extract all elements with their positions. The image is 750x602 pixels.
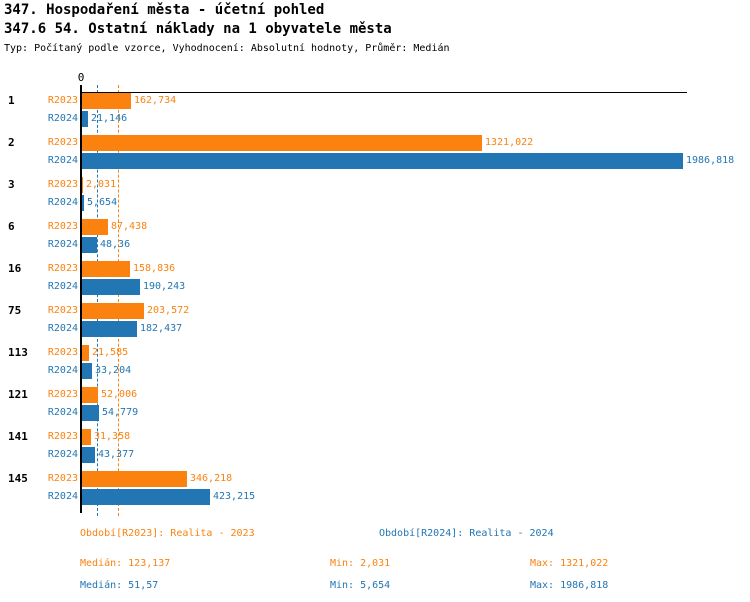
series-label-r2024: R2024 bbox=[47, 239, 78, 250]
stat-min-r2024: Min: 5,654 bbox=[330, 580, 391, 591]
y-axis-line bbox=[80, 85, 82, 513]
category-label: 6 bbox=[8, 220, 15, 233]
series-label-r2023: R2023 bbox=[47, 305, 78, 316]
bar-value-label: 1986,818 bbox=[686, 155, 735, 166]
series-label-r2024: R2024 bbox=[47, 197, 78, 208]
series-label-r2023: R2023 bbox=[47, 179, 78, 190]
series-label-r2024: R2024 bbox=[47, 407, 78, 418]
series-label-r2023: R2023 bbox=[47, 221, 78, 232]
bar-r2023 bbox=[82, 429, 91, 445]
x-axis-line bbox=[80, 92, 687, 93]
bar-value-label: 423,215 bbox=[213, 491, 256, 502]
category-label: 141 bbox=[8, 430, 28, 443]
category-label: 75 bbox=[8, 304, 22, 317]
bar-r2024 bbox=[82, 363, 92, 379]
bar-value-label: 162,734 bbox=[134, 95, 177, 106]
bar-r2024 bbox=[82, 237, 97, 253]
median-line-r2023 bbox=[118, 85, 119, 516]
bar-value-label: 2,031 bbox=[86, 179, 117, 190]
series-label-r2023: R2023 bbox=[47, 95, 78, 106]
bar-r2023 bbox=[82, 345, 89, 361]
bar-r2024 bbox=[82, 153, 683, 169]
stat-min-r2023: Min: 2,031 bbox=[330, 558, 391, 569]
chart-subtitle: 347.6 54. Ostatní náklady na 1 obyvatele… bbox=[4, 21, 392, 37]
series-label-r2023: R2023 bbox=[47, 431, 78, 442]
category-label: 113 bbox=[8, 346, 28, 359]
stat-max-r2023: Max: 1321,022 bbox=[530, 558, 609, 569]
category-label: 121 bbox=[8, 388, 28, 401]
series-label-r2023: R2023 bbox=[47, 473, 78, 484]
bar-value-label: 190,243 bbox=[143, 281, 186, 292]
bar-value-label: 5,654 bbox=[87, 197, 118, 208]
series-label-r2024: R2024 bbox=[47, 449, 78, 460]
stat-median-r2024: Medián: 51,57 bbox=[80, 580, 159, 591]
series-label-r2023: R2023 bbox=[47, 347, 78, 358]
bar-value-label: 54,779 bbox=[102, 407, 139, 418]
bar-value-label: 21,146 bbox=[91, 113, 128, 124]
page-title: 347. Hospodaření města - účetní pohled bbox=[4, 2, 325, 18]
bar-r2024 bbox=[82, 279, 140, 295]
series-label-r2024: R2024 bbox=[47, 365, 78, 376]
bar-r2023 bbox=[82, 387, 98, 403]
bar-r2023 bbox=[82, 261, 130, 277]
category-label: 145 bbox=[8, 472, 28, 485]
bar-value-label: 48,36 bbox=[100, 239, 131, 250]
bar-r2024 bbox=[82, 489, 210, 505]
bar-r2024 bbox=[82, 111, 88, 127]
bar-value-label: 33,204 bbox=[95, 365, 132, 376]
bar-r2024 bbox=[82, 321, 137, 337]
series-label-r2023: R2023 bbox=[47, 137, 78, 148]
series-label-r2024: R2024 bbox=[47, 155, 78, 166]
bar-r2023 bbox=[82, 177, 83, 193]
bar-value-label: 203,572 bbox=[147, 305, 190, 316]
bar-value-label: 31,358 bbox=[94, 431, 131, 442]
category-label: 1 bbox=[8, 94, 15, 107]
bar-r2023 bbox=[82, 93, 131, 109]
bar-value-label: 52,006 bbox=[101, 389, 138, 400]
bar-value-label: 182,437 bbox=[140, 323, 183, 334]
bar-r2024 bbox=[82, 405, 99, 421]
legend-r2024: Období[R2024]: Realita - 2024 bbox=[379, 528, 554, 539]
x-axis-zero-label: 0 bbox=[77, 71, 85, 84]
category-label: 16 bbox=[8, 262, 22, 275]
category-label: 2 bbox=[8, 136, 15, 149]
bar-r2024 bbox=[82, 447, 95, 463]
bar-value-label: 87,438 bbox=[111, 221, 148, 232]
bar-r2023 bbox=[82, 471, 187, 487]
series-label-r2023: R2023 bbox=[47, 263, 78, 274]
series-label-r2023: R2023 bbox=[47, 389, 78, 400]
bar-value-label: 21,585 bbox=[92, 347, 129, 358]
bar-r2023 bbox=[82, 219, 108, 235]
bar-value-label: 346,218 bbox=[190, 473, 233, 484]
series-label-r2024: R2024 bbox=[47, 323, 78, 334]
series-label-r2024: R2024 bbox=[47, 491, 78, 502]
bar-value-label: 158,836 bbox=[133, 263, 176, 274]
bar-r2024 bbox=[82, 195, 84, 211]
bar-value-label: 43,377 bbox=[98, 449, 135, 460]
series-label-r2024: R2024 bbox=[47, 281, 78, 292]
stat-max-r2024: Max: 1986,818 bbox=[530, 580, 609, 591]
chart-meta-line: Typ: Počítaný podle vzorce, Vyhodnocení:… bbox=[4, 43, 450, 54]
legend-r2023: Období[R2023]: Realita - 2023 bbox=[80, 528, 255, 539]
bar-value-label: 1321,022 bbox=[485, 137, 534, 148]
median-line-r2024 bbox=[97, 85, 98, 516]
bar-r2023 bbox=[82, 135, 482, 151]
series-label-r2024: R2024 bbox=[47, 113, 78, 124]
bar-r2023 bbox=[82, 303, 144, 319]
category-label: 3 bbox=[8, 178, 15, 191]
stat-median-r2023: Medián: 123,137 bbox=[80, 558, 171, 569]
